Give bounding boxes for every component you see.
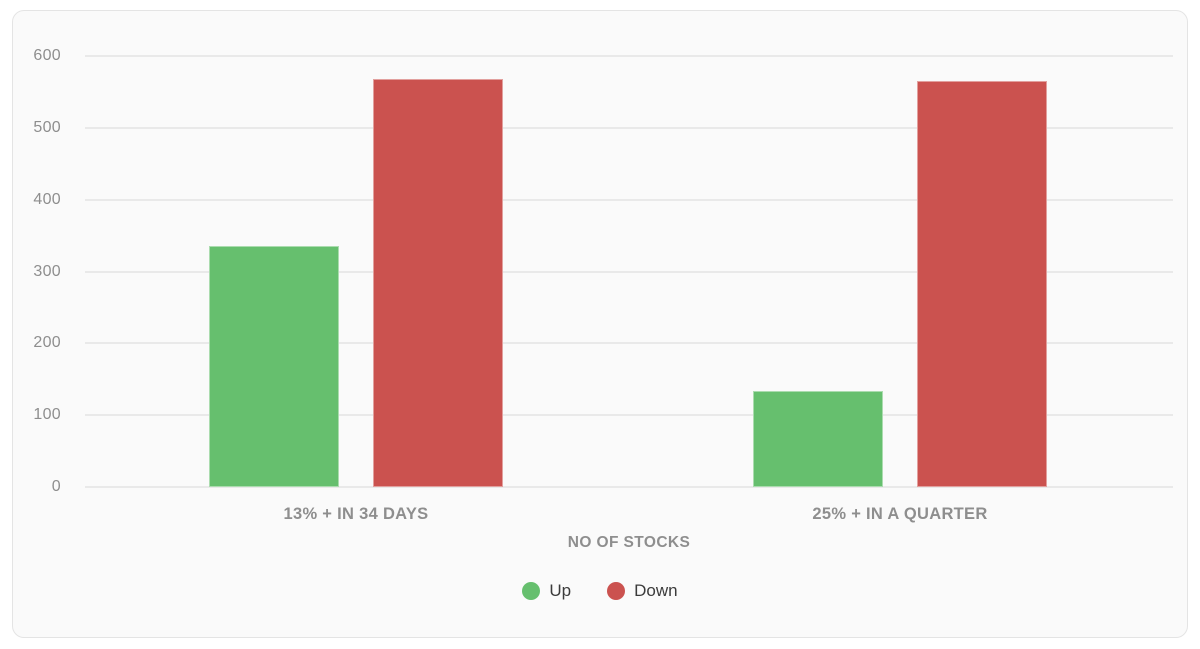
gridline <box>85 55 1173 57</box>
chart-legend: Up Down <box>13 579 1187 603</box>
y-tick-label: 0 <box>51 478 61 495</box>
gridline <box>85 198 1173 201</box>
bar-up-group1[interactable] <box>209 246 339 487</box>
legend-item-down[interactable]: Down <box>607 581 678 601</box>
gridline <box>85 486 1173 488</box>
gridline <box>85 270 1173 273</box>
legend-label: Up <box>549 581 572 600</box>
gridline <box>85 414 1173 417</box>
gridline <box>85 342 1173 345</box>
legend-label: Down <box>634 581 678 600</box>
x-axis-title: NO OF STOCKS <box>567 534 691 551</box>
up-swatch-icon <box>522 582 541 600</box>
legend-item-up[interactable]: Up <box>522 581 571 601</box>
y-tick-label: 500 <box>33 118 61 136</box>
chart-card: 0 100 200 300 400 500 600 13% + IN 34 DAYS 25% +… <box>12 10 1188 638</box>
down-swatch-icon <box>607 582 626 600</box>
y-tick-label: 200 <box>33 334 61 352</box>
y-tick-label: 300 <box>33 262 61 280</box>
y-tick-label: 400 <box>33 190 61 208</box>
y-tick-label: 100 <box>33 406 61 424</box>
bar-up-group2[interactable] <box>753 390 883 487</box>
gridline <box>85 126 1173 129</box>
x-tick-label: 25% + IN A QUARTER <box>812 505 988 523</box>
bar-down-group1[interactable] <box>373 78 503 487</box>
y-tick-label: 600 <box>33 47 61 64</box>
bar-down-group2[interactable] <box>917 81 1047 487</box>
x-tick-label: 13% + IN 34 DAYS <box>283 505 429 523</box>
bar-chart-plot: 0 100 200 300 400 500 600 13% + IN 34 DAYS 25% +… <box>13 11 1187 637</box>
